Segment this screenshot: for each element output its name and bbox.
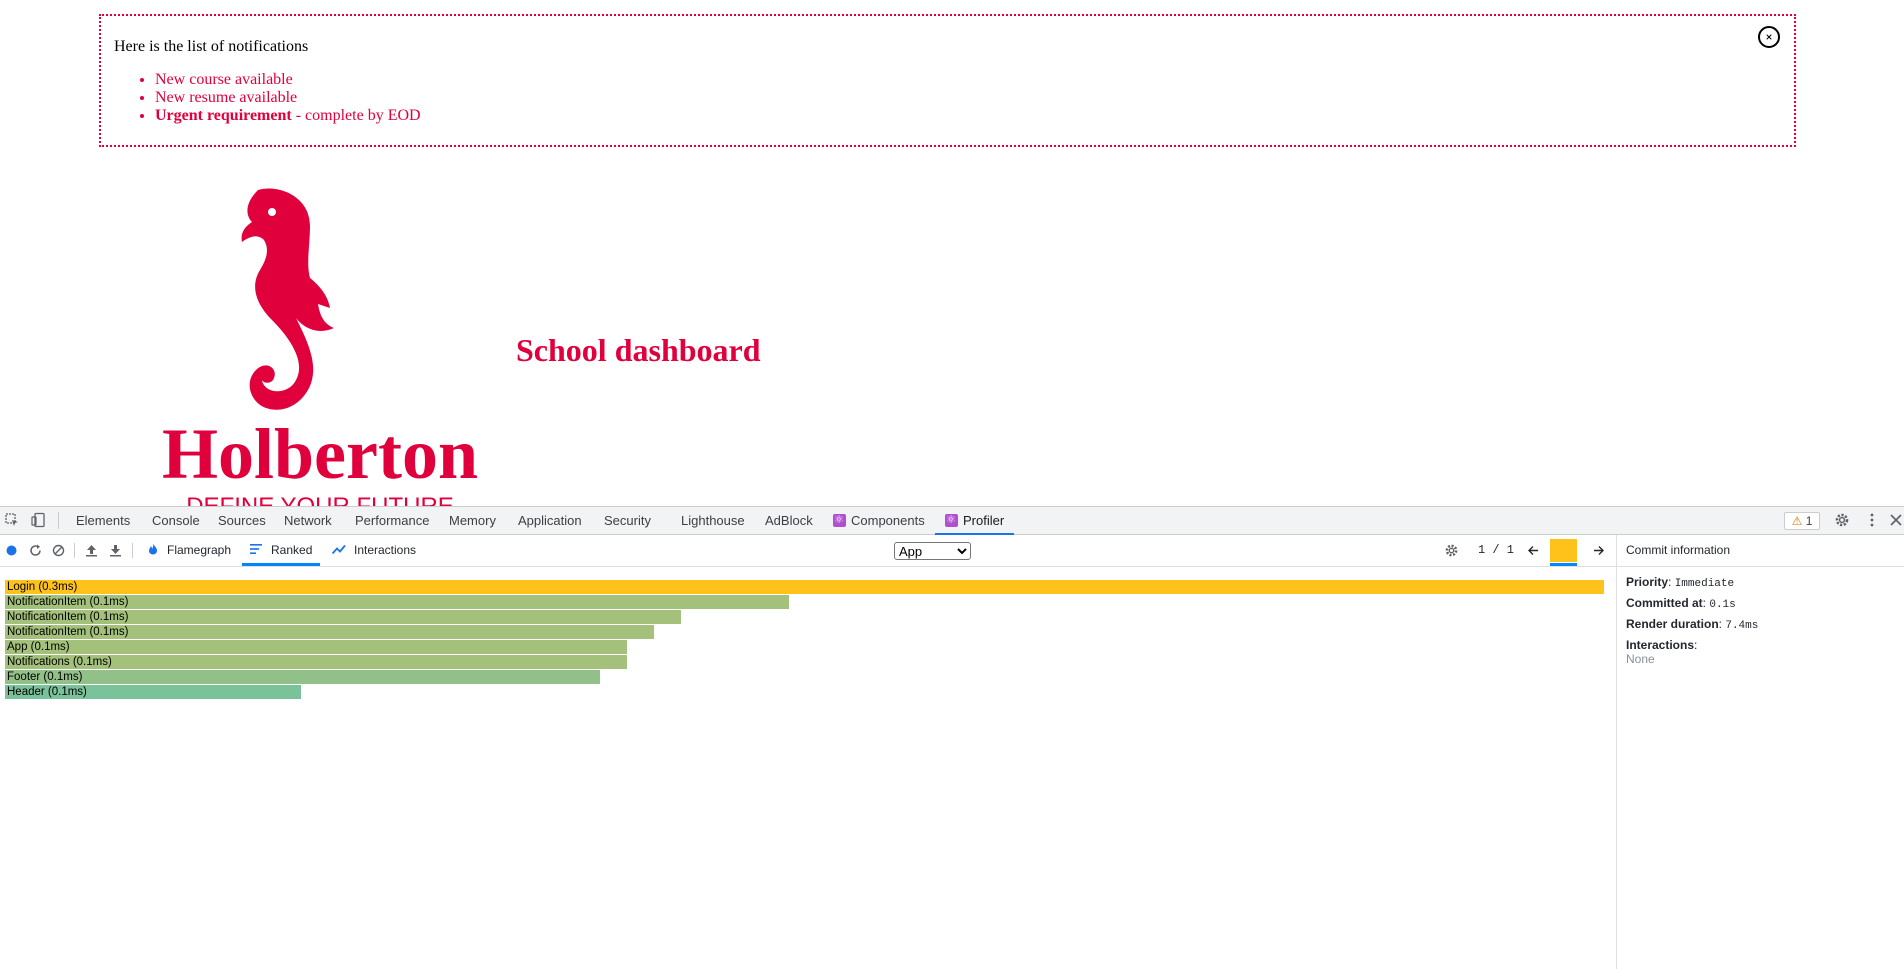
close-icon [1766, 34, 1772, 40]
commit-counter: 1 / 1 [1478, 543, 1515, 557]
notification-urgent-label: Urgent requirement [155, 107, 292, 124]
committed-at-label: Committed at [1626, 596, 1703, 610]
render-duration-row: Render duration: 7.4ms [1626, 617, 1759, 632]
logo-wordmark: Holberton [162, 414, 478, 494]
flame-icon [149, 543, 157, 555]
profiler-settings-icon[interactable] [1444, 543, 1459, 558]
notifications-list: New course available New resume availabl… [101, 71, 421, 125]
more-options-icon[interactable] [1864, 512, 1880, 528]
settings-gear-icon[interactable] [1834, 512, 1850, 528]
view-interactions-label: Interactions [354, 543, 417, 557]
seahorse-icon [241, 188, 334, 410]
tab-profiler[interactable]: Profiler [934, 507, 1015, 535]
logo-tagline: DEFINE YOUR FUTURE [186, 493, 454, 506]
profiler-toolbar: Flamegraph Ranked Interactions App 1 / 1 [0, 535, 1616, 567]
selected-commit-indicator [1550, 563, 1577, 566]
clear-profile-icon[interactable] [51, 543, 66, 558]
priority-value: Immediate [1674, 578, 1735, 590]
load-profile-icon[interactable] [84, 543, 99, 558]
ranked-bar-notifications[interactable]: Notifications (0.1ms) [5, 655, 627, 669]
ranked-bar-footer[interactable]: Footer (0.1ms) [5, 670, 600, 684]
notification-item: New course available [155, 71, 421, 89]
tab-lighthouse[interactable]: Lighthouse [681, 513, 745, 528]
tab-components-label: Components [851, 513, 925, 528]
commit-info-title: Commit information [1617, 535, 1904, 567]
committed-at-row: Committed at: 0.1s [1626, 596, 1736, 611]
view-ranked[interactable]: Ranked [241, 535, 321, 566]
tab-performance[interactable]: Performance [355, 513, 430, 528]
root-selector[interactable]: App [894, 542, 971, 560]
priority-row: Priority: Immediate [1626, 575, 1735, 590]
warning-icon: ⚠ [1791, 514, 1803, 528]
ranked-bar-notificationitem[interactable]: NotificationItem (0.1ms) [5, 625, 654, 639]
devtools-panel: Elements Console Sources Network Perform… [0, 506, 1904, 969]
save-profile-icon[interactable] [108, 543, 123, 558]
notification-item: New resume available [155, 89, 421, 107]
ranked-bar-app[interactable]: App (0.1ms) [5, 640, 627, 654]
commit-bar[interactable] [1550, 539, 1577, 562]
notifications-title: Here is the list of notifications [114, 38, 309, 55]
ranked-bar-login[interactable]: Login (0.3ms) [5, 580, 1604, 594]
close-notifications-button[interactable] [1758, 26, 1780, 48]
notification-urgent-text: - complete by EOD [291, 107, 421, 124]
view-flamegraph[interactable]: Flamegraph [147, 535, 231, 566]
device-toolbar-icon[interactable] [31, 512, 47, 528]
toolbar-divider [58, 512, 59, 529]
inspect-element-icon[interactable] [4, 512, 20, 528]
record-icon[interactable] [4, 543, 19, 558]
ranked-bar-header[interactable]: Header (0.1ms) [5, 685, 301, 699]
committed-at-value: 0.1s [1709, 599, 1736, 611]
render-duration-value: 7.4ms [1725, 620, 1759, 632]
interactions-value: None [1626, 652, 1655, 666]
commit-info-sidebar: Commit information Priority: Immediate C… [1616, 535, 1904, 969]
devtools-tabbar: Elements Console Sources Network Perform… [0, 507, 1904, 535]
notifications-panel: Here is the list of notifications New co… [99, 14, 1796, 147]
tab-elements[interactable]: Elements [76, 513, 131, 528]
toolbar-divider [132, 543, 133, 558]
web-page: Here is the list of notifications New co… [0, 0, 1904, 506]
reload-and-profile-icon[interactable] [28, 543, 43, 558]
tab-adblock[interactable]: AdBlock [765, 513, 813, 528]
previous-commit-icon[interactable] [1526, 543, 1541, 558]
tab-console[interactable]: Console [152, 513, 200, 528]
tab-sources[interactable]: Sources [218, 513, 266, 528]
tab-network[interactable]: Network [284, 513, 332, 528]
react-icon [945, 507, 958, 534]
view-interactions[interactable]: Interactions [331, 535, 417, 566]
notification-item: Urgent requirement - complete by EOD [155, 107, 421, 125]
tab-profiler-label: Profiler [963, 513, 1005, 528]
priority-label: Priority [1626, 575, 1669, 589]
interactions-icon [331, 544, 346, 555]
tab-application[interactable]: Application [518, 513, 582, 528]
interactions-row: Interactions: [1626, 638, 1698, 652]
next-commit-icon[interactable] [1591, 543, 1606, 558]
ranked-icon [250, 544, 262, 554]
ranked-bar-notificationitem[interactable]: NotificationItem (0.1ms) [5, 595, 789, 609]
tab-memory[interactable]: Memory [449, 513, 496, 528]
close-devtools-icon[interactable] [1888, 512, 1904, 528]
react-icon [833, 507, 846, 534]
holberton-logo: Holberton DEFINE YOUR FUTURE [162, 188, 478, 506]
view-flamegraph-label: Flamegraph [167, 543, 232, 557]
warnings-badge[interactable]: ⚠ 1 [1784, 512, 1820, 530]
view-ranked-label: Ranked [271, 543, 313, 557]
render-duration-label: Render duration [1626, 617, 1719, 631]
warnings-count: 1 [1805, 514, 1813, 528]
toolbar-divider [74, 543, 75, 558]
interactions-label: Interactions [1626, 638, 1695, 652]
tab-components[interactable]: Components [833, 507, 925, 534]
page-title: School dashboard [516, 332, 761, 368]
tab-security[interactable]: Security [604, 513, 651, 528]
ranked-bar-notificationitem[interactable]: NotificationItem (0.1ms) [5, 610, 681, 624]
